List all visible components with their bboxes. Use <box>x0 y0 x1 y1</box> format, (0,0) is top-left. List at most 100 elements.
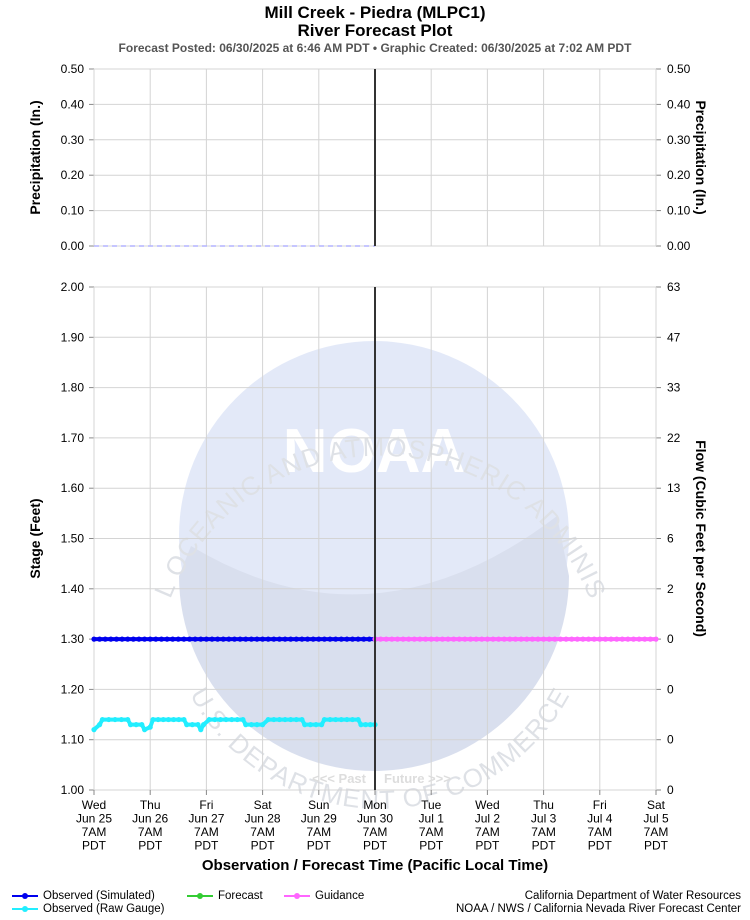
data-point-observed-simulated <box>293 636 299 642</box>
data-point-observed-simulated <box>349 636 356 642</box>
y-tick-label-left: 1.60 <box>61 481 85 495</box>
data-point-observed-raw-gauge <box>367 722 373 728</box>
x-tick-label: Wed <box>475 798 499 812</box>
data-point-observed-raw-gauge <box>147 724 153 730</box>
data-point-guidance <box>557 636 564 642</box>
data-point-guidance <box>625 636 631 642</box>
data-point-guidance <box>439 636 446 642</box>
data-point-observed-simulated <box>366 636 372 642</box>
data-point-observed-simulated <box>231 636 238 642</box>
data-point-observed-raw-gauge <box>189 722 195 728</box>
y-tick-label-left: 1.00 <box>61 783 85 797</box>
y-tick-label-right: 63 <box>667 280 681 294</box>
data-point-observed-simulated <box>209 636 215 642</box>
data-point-observed-raw-gauge <box>321 716 328 723</box>
data-point-observed-raw-gauge <box>217 716 224 723</box>
y-tick-label-left: 0.10 <box>61 204 85 218</box>
data-point-observed-simulated <box>321 636 328 642</box>
x-tick-label: Wed <box>82 798 106 812</box>
data-point-observed-raw-gauge <box>248 722 254 728</box>
x-tick-label: 7AM <box>250 825 275 839</box>
data-point-guidance <box>422 636 429 642</box>
data-point-guidance <box>602 636 609 642</box>
data-point-observed-simulated <box>108 636 114 642</box>
data-point-observed-simulated <box>237 636 243 642</box>
data-point-observed-simulated <box>338 636 344 642</box>
data-point-observed-raw-gauge <box>229 716 235 723</box>
data-point-guidance <box>563 636 569 642</box>
y-tick-label-right: 0.30 <box>667 133 691 147</box>
legend-swatch <box>187 892 213 899</box>
data-point-observed-simulated <box>141 636 148 642</box>
data-point-guidance <box>630 636 637 642</box>
data-point-observed-raw-gauge <box>358 722 364 728</box>
data-point-observed-raw-gauge <box>299 716 305 723</box>
data-point-observed-simulated <box>271 636 277 642</box>
data-point-observed-raw-gauge <box>165 716 172 723</box>
data-point-guidance <box>434 636 440 642</box>
x-tick-label: PDT <box>307 839 332 853</box>
data-point-observed-raw-gauge <box>198 727 204 733</box>
y-tick-label-right: 0 <box>667 682 674 696</box>
data-point-observed-raw-gauge <box>184 722 190 728</box>
x-tick-label: PDT <box>363 839 388 853</box>
legend-item: Observed (Raw Gauge) <box>11 903 164 915</box>
data-point-guidance <box>496 636 502 642</box>
data-point-observed-simulated <box>355 636 361 642</box>
x-tick-label: PDT <box>532 839 557 853</box>
x-tick-label: Jul 5 <box>643 812 669 826</box>
x-tick-label: Jun 27 <box>188 812 224 826</box>
graphic-created-label: Graphic Created: 06/30/2025 at 7:02 AM P… <box>380 41 632 55</box>
x-tick-label: 7AM <box>475 825 500 839</box>
data-point-guidance <box>456 636 462 642</box>
y-axis-title-right: Flow (Cubic Feet per Second) <box>693 440 709 637</box>
data-point-observed-raw-gauge <box>302 722 308 728</box>
x-tick-label: 7AM <box>306 825 331 839</box>
data-point-observed-raw-gauge <box>181 716 187 723</box>
data-point-observed-simulated <box>265 636 271 642</box>
data-point-observed-raw-gauge <box>293 716 299 723</box>
data-point-observed-raw-gauge <box>125 716 131 723</box>
stage-panel: 1.00 0 1.10 0 1.20 0 1.30 0 1.40 2 1.50 6 1.60 13 1.70… <box>27 280 709 874</box>
y-tick-label-left: 1.70 <box>61 431 85 445</box>
y-tick-label-right: 13 <box>667 481 681 495</box>
y-axis-title-left: Stage (Feet) <box>27 498 43 578</box>
data-point-observed-simulated <box>153 636 159 642</box>
data-point-observed-simulated <box>175 636 181 642</box>
x-tick-label: Fri <box>593 798 607 812</box>
x-axis-title: Observation / Forecast Time (Pacific Loc… <box>202 857 548 874</box>
legend-item: Guidance <box>283 890 364 902</box>
legend-label: Observed (Simulated) <box>43 890 155 902</box>
y-tick-label-left: 0.30 <box>61 133 85 147</box>
separator-bullet: • <box>372 41 378 55</box>
legend-swatch-marker <box>294 892 300 899</box>
data-point-guidance <box>394 636 401 642</box>
data-point-observed-raw-gauge <box>234 716 240 723</box>
x-tick-label: Tue <box>421 798 442 812</box>
x-tick-label: Jul 4 <box>587 812 613 826</box>
data-point-observed-simulated <box>203 636 209 642</box>
data-point-guidance <box>585 636 592 642</box>
data-point-observed-simulated <box>344 636 350 642</box>
data-point-observed-simulated <box>186 636 193 642</box>
data-point-observed-raw-gauge <box>139 722 145 728</box>
legend-label: Forecast <box>218 890 263 902</box>
data-point-guidance <box>512 636 519 642</box>
data-point-observed-raw-gauge <box>118 716 124 723</box>
y-tick-label-right: 0 <box>667 632 674 646</box>
data-point-observed-simulated <box>215 636 221 642</box>
y-tick-label-right: 0.10 <box>667 204 691 218</box>
data-point-guidance <box>428 636 434 642</box>
data-point-guidance <box>479 636 485 642</box>
data-point-guidance <box>541 636 547 642</box>
y-axis-title-left: Precipitation (In.) <box>27 100 43 214</box>
x-tick-label: 7AM <box>82 825 107 839</box>
data-point-guidance <box>614 636 620 642</box>
x-tick-label: 7AM <box>363 825 388 839</box>
data-point-guidance <box>636 636 642 642</box>
data-point-observed-raw-gauge <box>127 722 134 728</box>
data-point-observed-simulated <box>147 636 153 642</box>
y-tick-label-right: 47 <box>667 330 681 344</box>
data-point-observed-raw-gauge <box>282 716 288 723</box>
